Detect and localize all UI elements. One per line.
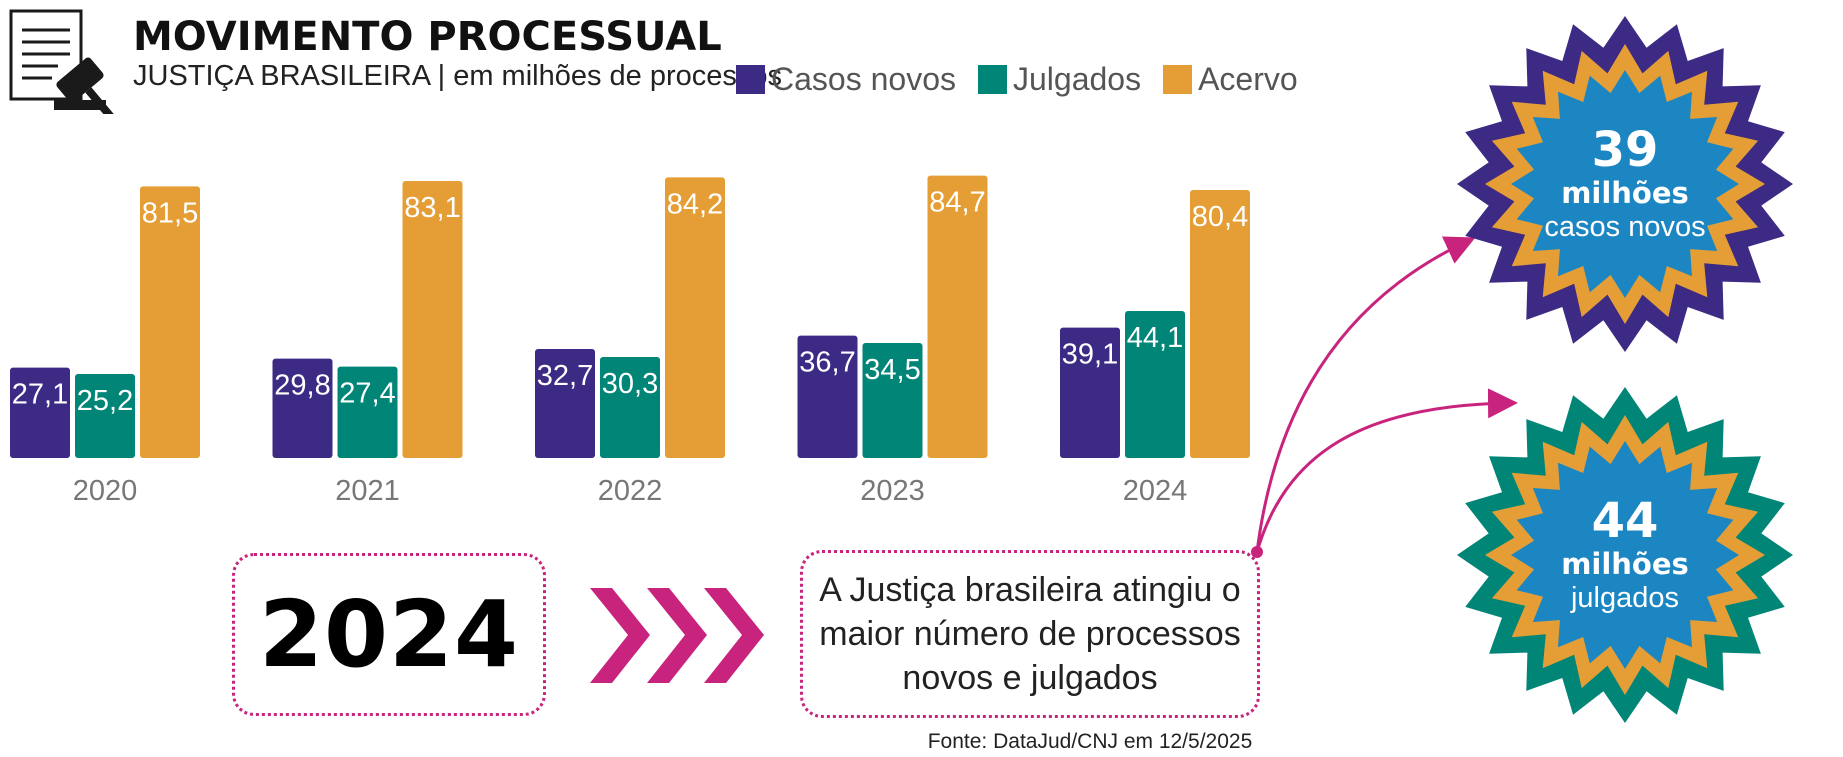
highlight-year-box: 2024 xyxy=(232,553,546,716)
data-label-casos-novos-2021: 29,8 xyxy=(274,370,330,402)
legend-label-acervo: Acervo xyxy=(1198,60,1298,97)
highlight-note: A Justiça brasileira atingiu o maior núm… xyxy=(819,571,1241,697)
triple-chevron-right-icon xyxy=(590,588,764,683)
bar-acervo-2021 xyxy=(402,181,463,458)
legend: Casos novos Julgados Acervo xyxy=(736,61,1320,97)
chart-title: MOVIMENTO PROCESSUAL xyxy=(133,14,722,60)
data-label-acervo-2023: 84,7 xyxy=(929,187,985,219)
data-label-julgados-2024: 44,1 xyxy=(1127,322,1183,354)
badge-label: casos novos xyxy=(1544,211,1706,243)
legend-label-casos-novos: Casos novos xyxy=(771,60,956,97)
legend-swatch-julgados xyxy=(977,64,1007,94)
data-label-casos-novos-2022: 32,7 xyxy=(537,360,593,392)
bar-acervo-2020 xyxy=(140,186,200,459)
bar-julgados-2020 xyxy=(75,374,135,458)
bar-casos-novos-2024 xyxy=(1060,327,1120,458)
highlight-year: 2024 xyxy=(258,581,520,688)
data-label-julgados-2021: 27,4 xyxy=(339,378,395,410)
data-label-casos-novos-2023: 36,7 xyxy=(799,347,855,379)
x-tick-label-2020: 2020 xyxy=(73,475,138,507)
data-label-julgados-2023: 34,5 xyxy=(864,354,920,386)
data-label-julgados-2020: 25,2 xyxy=(77,385,133,417)
badge-label: julgados xyxy=(1570,582,1680,614)
x-tick-label-2024: 2024 xyxy=(1123,475,1188,507)
data-label-acervo-2020: 81,5 xyxy=(142,197,198,229)
badge-unit: milhões xyxy=(1561,547,1689,581)
badge-casos-novos: 39 milhões casos novos xyxy=(1455,14,1795,354)
data-label-acervo-2022: 84,2 xyxy=(667,188,723,220)
source-note: Fonte: DataJud/CNJ em 12/5/2025 xyxy=(927,730,1253,753)
data-label-acervo-2021: 83,1 xyxy=(404,192,460,224)
bar-acervo-2023 xyxy=(927,175,988,458)
document-gavel-icon xyxy=(9,9,115,114)
chart-subtitle: JUSTIÇA BRASILEIRA | em milhões de proce… xyxy=(133,60,783,92)
badge-unit: milhões xyxy=(1561,176,1689,210)
legend-item-julgados: Julgados xyxy=(977,60,1142,98)
legend-swatch-casos-novos xyxy=(736,64,765,94)
bar-julgados-2024 xyxy=(1125,311,1185,458)
legend-swatch-acervo xyxy=(1163,64,1193,94)
bar-acervo-2024 xyxy=(1190,190,1250,458)
x-tick-label-2022: 2022 xyxy=(598,475,663,507)
badge-julgados: 44 milhões julgados xyxy=(1455,385,1795,725)
legend-label-julgados: Julgados xyxy=(1012,60,1142,97)
x-tick-label-2023: 2023 xyxy=(860,475,925,507)
legend-item-casos-novos: Casos novos xyxy=(736,61,956,98)
x-tick-label-2021: 2021 xyxy=(335,475,400,507)
legend-item-acervo: Acervo xyxy=(1163,61,1298,98)
bar-julgados-2023 xyxy=(862,343,923,458)
badge-starburst-icon xyxy=(1457,387,1793,723)
data-label-casos-novos-2024: 39,1 xyxy=(1062,339,1118,371)
data-label-casos-novos-2020: 27,1 xyxy=(12,379,68,411)
bar-acervo-2022 xyxy=(665,177,725,459)
badge-starburst-icon xyxy=(1457,16,1793,352)
highlight-note-box: A Justiça brasileira atingiu o maior núm… xyxy=(800,550,1260,718)
bar-casos-novos-2021 xyxy=(272,358,333,458)
bar-casos-novos-2022 xyxy=(535,349,595,458)
bar-chart: 27,1 25,2 81,5 2020 29,8 27,4 83,1 2021 32,7 30,3… xyxy=(10,175,1250,507)
data-label-julgados-2022: 30,3 xyxy=(602,368,658,400)
bar-julgados-2021 xyxy=(337,366,398,458)
badge-number: 39 xyxy=(1591,122,1659,178)
data-label-acervo-2024: 80,4 xyxy=(1192,201,1248,233)
badge-number: 44 xyxy=(1591,493,1659,549)
bar-casos-novos-2023 xyxy=(797,335,858,458)
bar-julgados-2022 xyxy=(600,357,660,458)
bar-casos-novos-2020 xyxy=(10,367,70,458)
